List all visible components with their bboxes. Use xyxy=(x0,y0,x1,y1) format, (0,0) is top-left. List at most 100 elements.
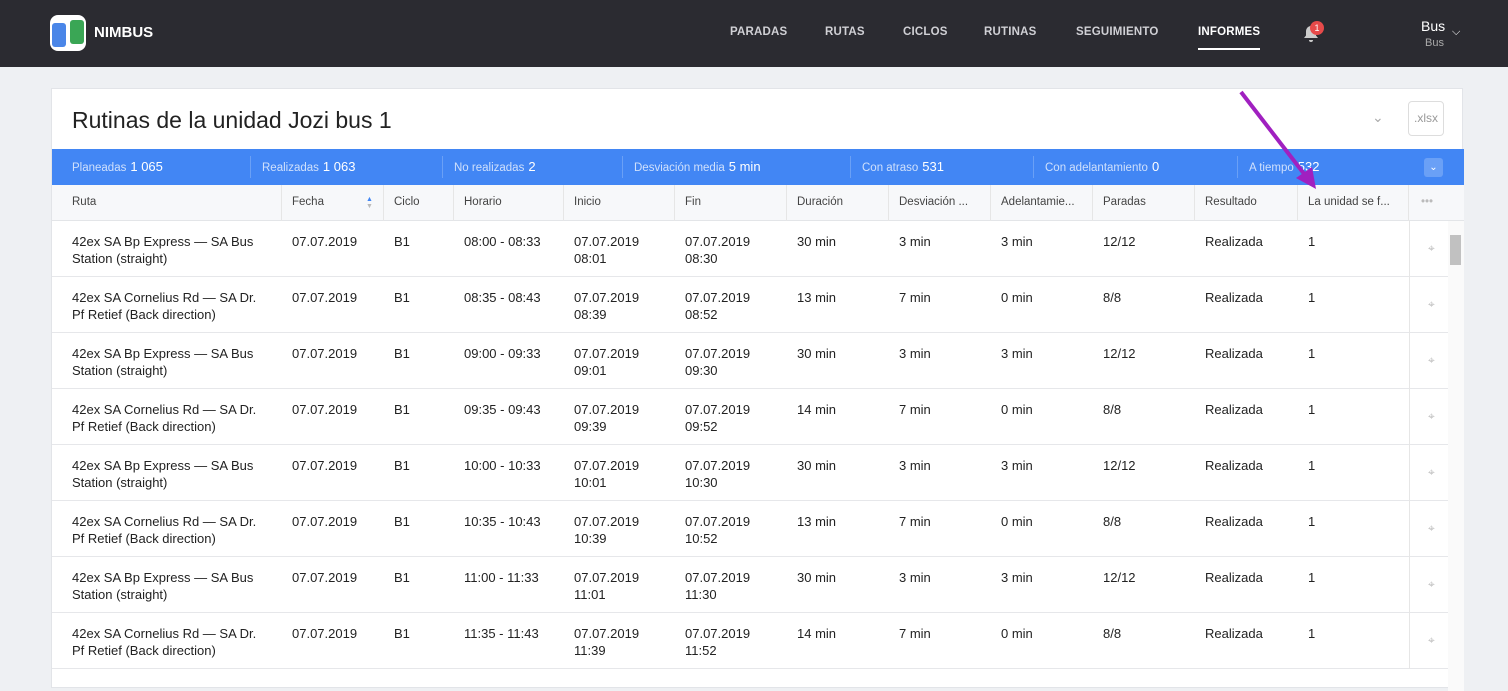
nav-paradas[interactable]: PARADAS xyxy=(730,26,788,38)
column-header[interactable]: Inicio xyxy=(564,185,675,221)
cell: Realizada xyxy=(1205,514,1263,529)
row-actions xyxy=(1409,389,1448,445)
divider xyxy=(250,156,251,178)
cell: 8/8 xyxy=(1103,290,1122,305)
column-header[interactable]: Resultado xyxy=(1195,185,1298,221)
table-row[interactable]: 42ex SA Bp Express — SA Bus Station (str… xyxy=(52,221,1448,277)
cell: 1 xyxy=(1308,402,1316,417)
nimbus-logo[interactable] xyxy=(50,15,86,51)
expand-stats-button[interactable]: ⌄ xyxy=(1424,158,1443,177)
column-header[interactable]: Ciclo xyxy=(384,185,454,221)
cell: 07.07.2019 08:30 xyxy=(685,234,751,266)
cell: 3 min xyxy=(899,346,931,361)
column-header[interactable]: ••• xyxy=(1421,196,1434,208)
cell: 0 min xyxy=(1001,514,1033,529)
cell: Realizada xyxy=(1205,290,1263,305)
sort-icon[interactable]: ▲ ▼ xyxy=(366,196,373,210)
divider xyxy=(1237,156,1238,178)
cell: 3 min xyxy=(899,234,931,249)
map-pin-icon[interactable]: ⌖ xyxy=(1428,465,1435,479)
cell: 1 xyxy=(1308,626,1316,641)
map-pin-icon[interactable]: ⌖ xyxy=(1428,633,1435,647)
chevron-down-icon[interactable]: ⌄ xyxy=(1372,109,1384,125)
cell: 7 min xyxy=(899,626,931,641)
cell: 09:00 - 09:33 xyxy=(464,346,541,361)
table-header: Ruta Fecha ▲ ▼ Ciclo Horario Inicio Fin Duración… xyxy=(52,185,1464,221)
column-header[interactable]: Fecha xyxy=(282,185,384,221)
cell: 7 min xyxy=(899,290,931,305)
stat-value: 531 xyxy=(922,159,944,174)
page-title: Rutinas de la unidad Jozi bus 1 xyxy=(72,107,392,133)
map-pin-icon[interactable]: ⌖ xyxy=(1428,409,1435,423)
export-xlsx-button[interactable]: .xlsx xyxy=(1408,101,1444,136)
map-pin-icon[interactable]: ⌖ xyxy=(1428,577,1435,591)
cell: 07.07.2019 xyxy=(292,234,358,249)
table-row[interactable]: 42ex SA Bp Express — SA Bus Station (str… xyxy=(52,445,1448,501)
cell: 42ex SA Bp Express — SA Bus Station (str… xyxy=(72,458,254,490)
cell: 10:35 - 10:43 xyxy=(464,514,541,529)
cell: 8/8 xyxy=(1103,402,1122,417)
table-row[interactable]: 42ex SA Bp Express — SA Bus Station (str… xyxy=(52,333,1448,389)
cell: 7 min xyxy=(899,514,931,529)
cell: 09:35 - 09:43 xyxy=(464,402,541,417)
scrollbar[interactable] xyxy=(1448,221,1464,691)
table-row[interactable]: 42ex SA Cornelius Rd — SA Dr. Pf Retief … xyxy=(52,613,1448,669)
stat-value: 1 063 xyxy=(322,159,356,174)
cell: 07.07.2019 09:52 xyxy=(685,402,751,434)
cell: 0 min xyxy=(1001,290,1033,305)
stat-item: Realizadas 1 063 xyxy=(262,149,355,185)
cell: 0 min xyxy=(1001,626,1033,641)
nav-informes[interactable]: INFORMES xyxy=(1198,26,1261,50)
column-header[interactable]: Ruta xyxy=(62,185,282,221)
chevron-down-icon[interactable]: ⌵ xyxy=(1452,26,1461,38)
cell: 14 min xyxy=(797,402,837,417)
scrollbar-thumb[interactable] xyxy=(1450,235,1461,265)
cell: B1 xyxy=(394,290,410,305)
cell: 07.07.2019 xyxy=(292,626,358,641)
cell: 12/12 xyxy=(1103,234,1136,249)
cell: 08:35 - 08:43 xyxy=(464,290,541,305)
divider xyxy=(442,156,443,178)
cell: 30 min xyxy=(797,458,837,473)
column-header[interactable]: La unidad se f... xyxy=(1298,185,1409,221)
table-row[interactable]: 42ex SA Cornelius Rd — SA Dr. Pf Retief … xyxy=(52,389,1448,445)
stat-value: 5 min xyxy=(728,159,761,174)
cell: B1 xyxy=(394,514,410,529)
cell: 8/8 xyxy=(1103,626,1122,641)
cell: 42ex SA Cornelius Rd — SA Dr. Pf Retief … xyxy=(72,626,257,658)
cell: B1 xyxy=(394,402,410,417)
user-name[interactable]: Bus xyxy=(1421,18,1446,34)
map-pin-icon[interactable]: ⌖ xyxy=(1428,297,1435,311)
map-pin-icon[interactable]: ⌖ xyxy=(1428,241,1435,255)
stat-label: Con adelantamiento xyxy=(1045,162,1148,174)
map-pin-icon[interactable]: ⌖ xyxy=(1428,521,1435,535)
row-actions xyxy=(1409,445,1448,501)
map-pin-icon[interactable]: ⌖ xyxy=(1428,353,1435,367)
cell: 3 min xyxy=(1001,234,1033,249)
cell: 07.07.2019 11:39 xyxy=(574,626,640,658)
column-header[interactable]: Desviación ... xyxy=(889,185,991,221)
notification-badge: 1 xyxy=(1310,21,1324,35)
table-row[interactable]: 42ex SA Bp Express — SA Bus Station (str… xyxy=(52,557,1448,613)
cell: 12/12 xyxy=(1103,570,1136,585)
column-header[interactable]: Paradas xyxy=(1093,185,1195,221)
nav-rutinas[interactable]: RUTINAS xyxy=(984,26,1037,38)
column-header[interactable]: Adelantamie... xyxy=(991,185,1093,221)
table-row[interactable]: 42ex SA Cornelius Rd — SA Dr. Pf Retief … xyxy=(52,277,1448,333)
nav-ciclos[interactable]: CICLOS xyxy=(903,26,948,38)
table-row[interactable]: 42ex SA Cornelius Rd — SA Dr. Pf Retief … xyxy=(52,501,1448,557)
cell: 3 min xyxy=(1001,458,1033,473)
cell: 30 min xyxy=(797,234,837,249)
stat-label: Planeadas xyxy=(72,162,127,174)
cell: 07.07.2019 11:52 xyxy=(685,626,751,658)
column-header[interactable]: Fin xyxy=(675,185,787,221)
stat-label: Realizadas xyxy=(262,162,319,174)
column-header[interactable]: Duración xyxy=(787,185,889,221)
cell: Realizada xyxy=(1205,234,1263,249)
cell: 0 min xyxy=(1001,402,1033,417)
stat-value: 2 xyxy=(528,159,536,174)
column-header[interactable]: Horario xyxy=(454,185,564,221)
nav-seguimiento[interactable]: SEGUIMIENTO xyxy=(1076,26,1159,38)
stat-item: A tiempo 532 xyxy=(1249,149,1319,185)
nav-rutas[interactable]: RUTAS xyxy=(825,26,865,38)
